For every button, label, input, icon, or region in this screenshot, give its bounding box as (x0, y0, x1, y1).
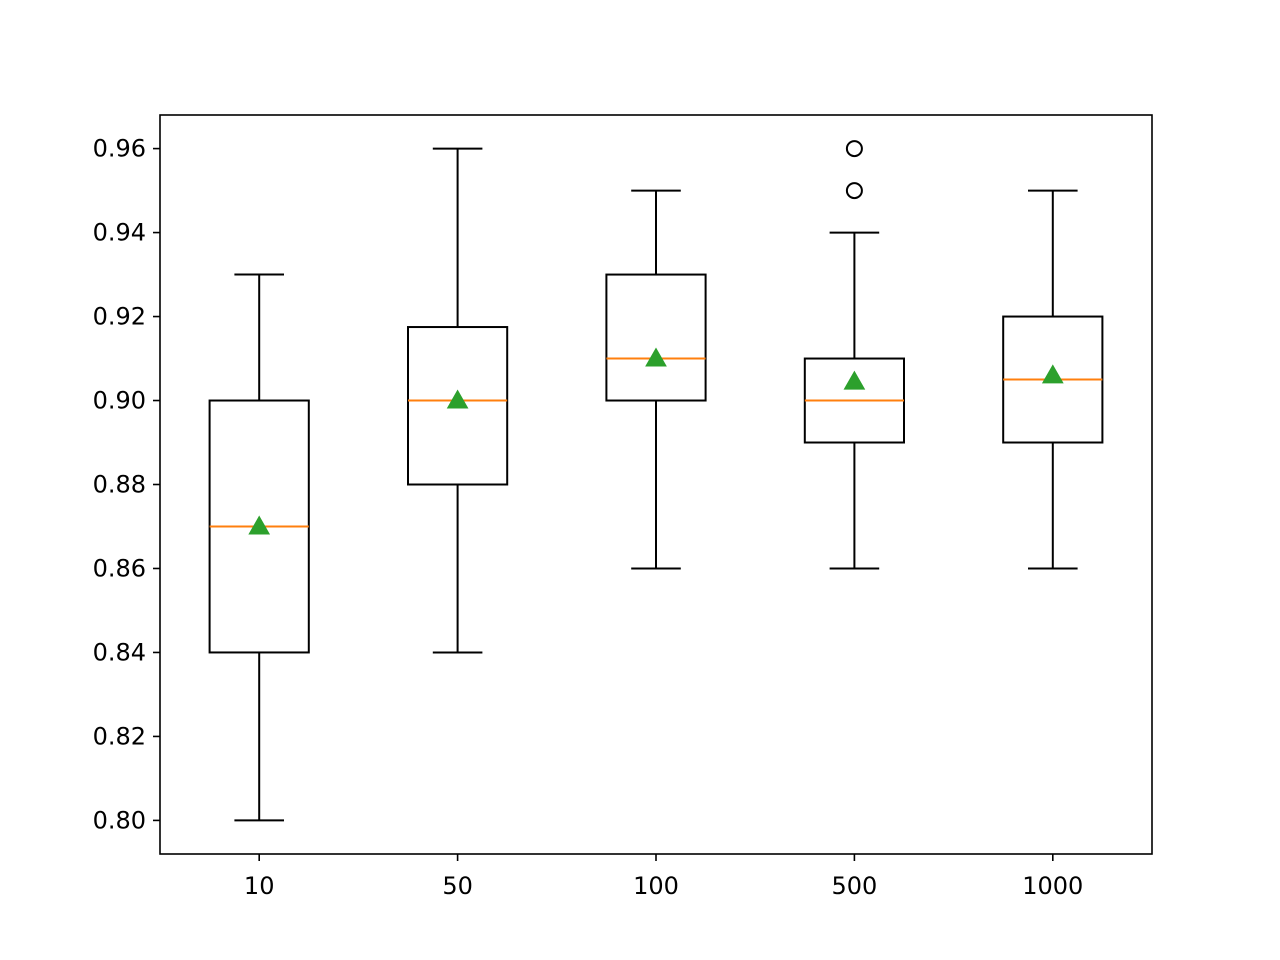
y-tick-label: 0.80 (93, 806, 146, 834)
y-tick-label: 0.84 (93, 638, 146, 666)
box-group-1000 (1002, 189, 1104, 570)
y-tick-label: 0.96 (93, 135, 146, 163)
x-tick-label: 100 (633, 872, 679, 900)
x-tick-label: 1000 (1022, 872, 1083, 900)
box (605, 273, 707, 402)
mean-marker (843, 370, 866, 390)
x-tick-label: 10 (244, 872, 275, 900)
box-group-500 (803, 140, 905, 570)
mean-marker (645, 347, 667, 367)
x-tick-label: 50 (442, 872, 473, 900)
box-group-10 (208, 273, 310, 822)
box-group-100 (605, 189, 707, 570)
y-tick-label: 0.88 (93, 471, 146, 499)
mean-marker (446, 389, 469, 409)
y-tick-label: 0.92 (93, 303, 146, 331)
y-tick-label: 0.90 (93, 387, 146, 415)
box (407, 326, 509, 486)
x-axis: 10 50 100 500 1000 (244, 854, 1083, 900)
y-tick-label: 0.86 (93, 554, 146, 582)
y-tick-label: 0.94 (93, 219, 146, 247)
x-tick-label: 500 (831, 872, 877, 900)
mean-marker (248, 515, 271, 535)
box-group-50 (407, 147, 509, 654)
plot-area (208, 140, 1104, 822)
outlier-point (845, 182, 863, 200)
y-tick-label: 0.82 (93, 722, 146, 750)
outlier-point (845, 140, 863, 158)
y-axis: 0.80 0.82 0.84 0.86 0.88 0.90 0.92 0.94 0.96 (93, 135, 160, 834)
mean-marker (1041, 364, 1064, 384)
